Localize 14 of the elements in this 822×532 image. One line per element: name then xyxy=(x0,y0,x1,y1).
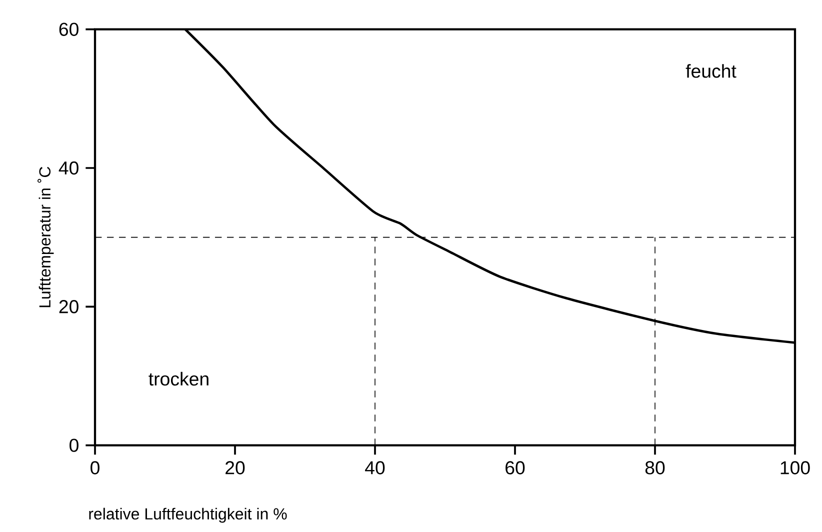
x-axis-title: relative Luftfeuchtigkeit in % xyxy=(89,508,287,523)
x-tick-label: 40 xyxy=(365,461,385,474)
y-tick-label: 20 xyxy=(59,300,78,314)
x-tick-label: 80 xyxy=(645,461,665,474)
y-tick-label: 0 xyxy=(70,438,78,452)
annotation: feucht xyxy=(686,64,736,78)
x-tick-label: 20 xyxy=(226,461,245,474)
x-tick-label: 0 xyxy=(90,461,100,474)
y-tick-label: 40 xyxy=(58,161,78,175)
y-axis-title: Lufttemperatur in ˚C xyxy=(37,166,54,308)
annotation: trocken xyxy=(148,372,208,386)
x-tick-label: 100 xyxy=(780,461,810,474)
x-tick-label: 60 xyxy=(506,461,525,474)
y-tick-label: 60 xyxy=(59,22,78,36)
